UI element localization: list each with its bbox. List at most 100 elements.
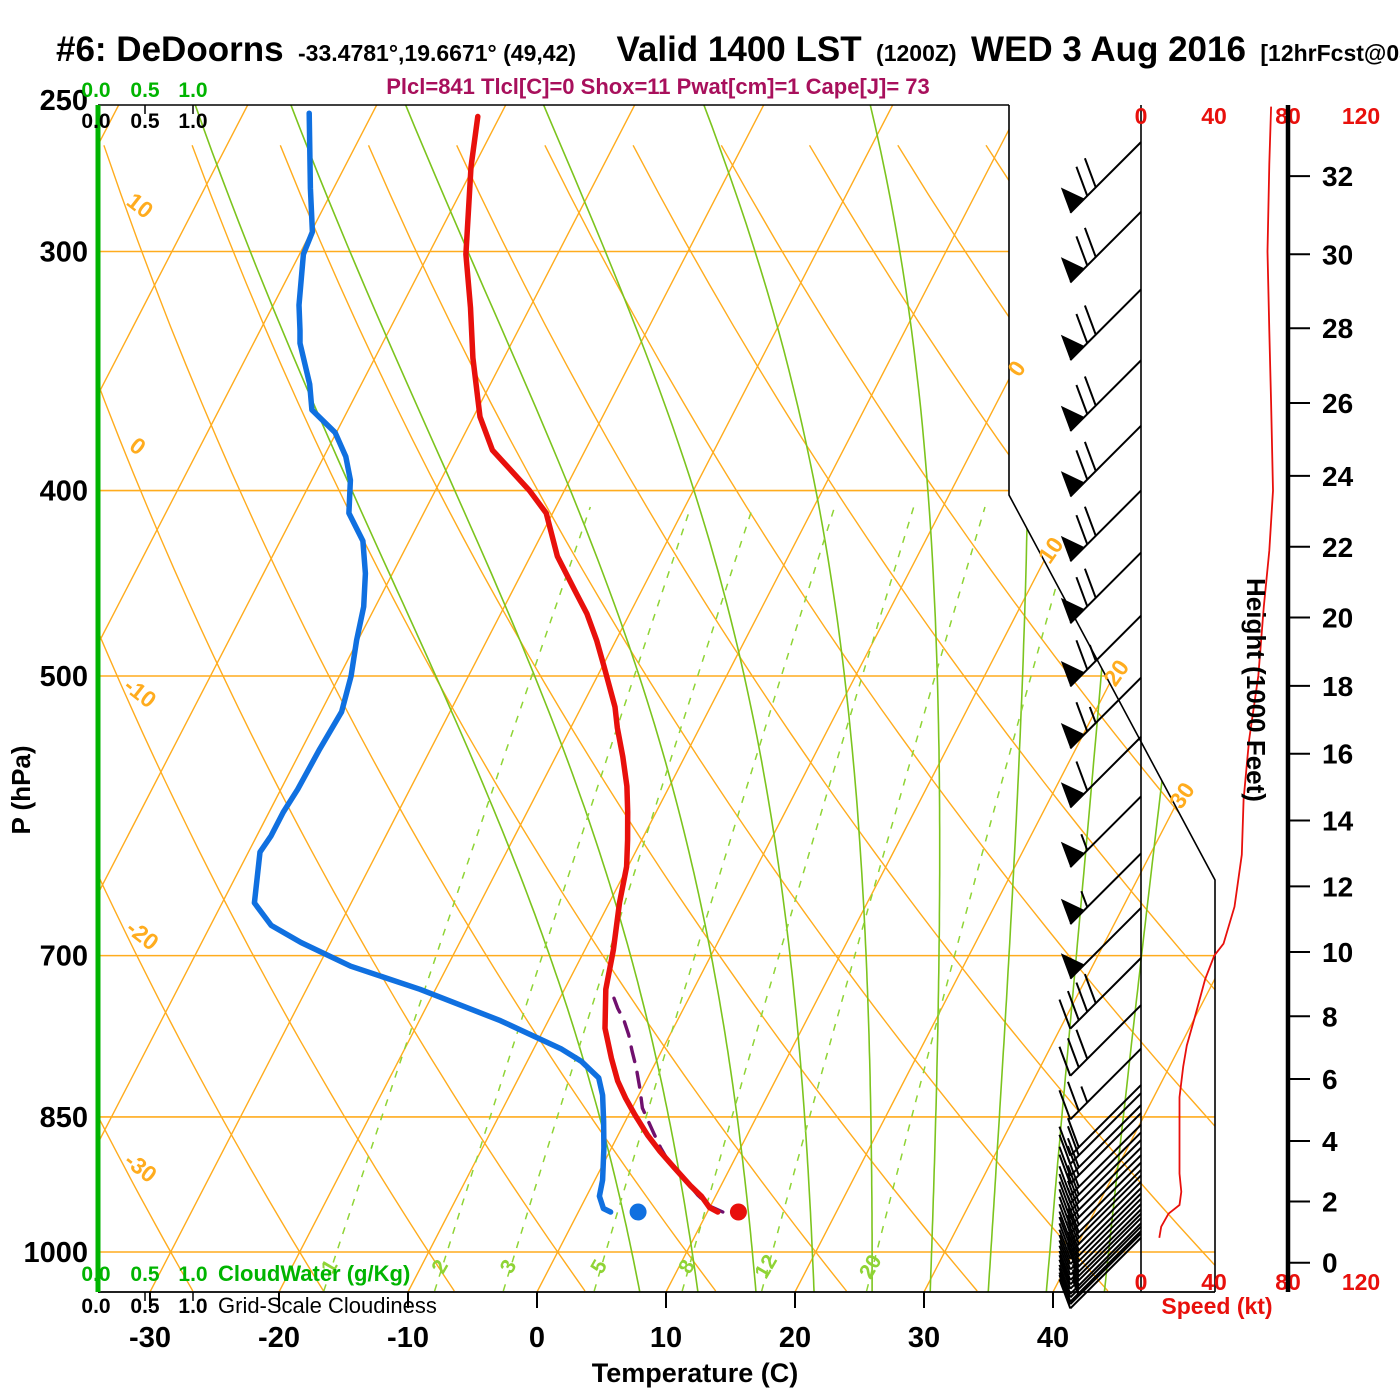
wind-barb-stem: [1069, 1232, 1142, 1305]
height-tick-label: 4: [1322, 1126, 1338, 1157]
wind-barb-full: [1058, 1267, 1072, 1298]
wind-barb-stem: [1069, 1104, 1142, 1177]
wind-barb-stem: [1069, 1192, 1142, 1265]
wind-barbs: [1058, 141, 1142, 1310]
wind-barb-stem: [1069, 1237, 1142, 1310]
isotherm-line: [98, 105, 249, 1292]
wind-barb: [1058, 1198, 1142, 1271]
plot-border: [95, 104, 1216, 1293]
height-tick-label: 10: [1322, 937, 1353, 968]
dry-adiabat-line: [98, 145, 194, 1292]
wind-barb-full: [1058, 1250, 1072, 1281]
isotherm-line: [98, 105, 507, 1292]
wind-barb-full: [1066, 1220, 1080, 1251]
height-tick-label: 18: [1322, 671, 1353, 702]
cloudiness-top-tick: 0.0: [81, 110, 110, 133]
temperature-tick-label: -10: [387, 1322, 429, 1354]
isotherm-label: 0: [1002, 356, 1031, 381]
moist-adiabat-line: [868, 105, 941, 1292]
wind-barb-full: [1066, 1187, 1080, 1218]
isotherm-line: [407, 105, 1023, 1292]
height-tick-label: 14: [1322, 806, 1354, 837]
wind-barb-full: [1058, 1154, 1072, 1185]
wind-barb-full: [1058, 1240, 1072, 1270]
wind-barb-stem: [1069, 1187, 1142, 1260]
height-axis-title: Height (1000 Feet): [1241, 578, 1271, 802]
pressure-tick-label: 250: [40, 85, 88, 117]
dry-adiabat-line: [98, 145, 455, 1292]
cloudiness-top-tick: 1.0: [178, 110, 207, 133]
wind-barb-half: [1071, 1279, 1080, 1297]
wind-barb-stem: [1069, 1004, 1142, 1077]
wind-barb-full: [1058, 1254, 1072, 1285]
wind-barb-full: [1058, 1278, 1072, 1309]
pressure-tick-label: 400: [40, 476, 88, 508]
dry-adiabat-line: [103, 145, 717, 1292]
wind-barb: [1058, 1004, 1142, 1077]
wind-barb-stem: [1069, 288, 1142, 361]
wind-barb-full: [1058, 1126, 1072, 1157]
isotherm-line: [278, 105, 894, 1292]
wind-barb-half: [1080, 890, 1089, 908]
dry-adiabat-label: 10: [122, 187, 158, 223]
wind-barb: [1058, 1217, 1142, 1290]
wind-barb-full: [1066, 1246, 1080, 1277]
wind-barb: [1058, 1084, 1142, 1157]
height-tick-label: 20: [1322, 602, 1353, 633]
wind-barb-full: [1066, 1165, 1080, 1196]
wind-barb-stem: [1069, 614, 1142, 688]
wind-barb-full: [1066, 990, 1080, 1021]
wind-barb-stem: [1069, 141, 1142, 214]
wind-barb-stem: [1069, 1139, 1142, 1212]
height-tick-label: 26: [1322, 388, 1353, 419]
wind-barb-stem: [1069, 1174, 1142, 1247]
isotherm-line: [794, 105, 1215, 1292]
wind-barb-pennant: [1060, 898, 1085, 925]
valid-zulu: (1200Z): [876, 40, 957, 66]
height-tick-label: 2: [1322, 1186, 1338, 1217]
speed-bottom-tick: 0: [1135, 1269, 1148, 1295]
wind-barb-pennant: [1060, 597, 1085, 624]
wind-barb-full: [1058, 999, 1072, 1030]
wind-barb-full: [1066, 1236, 1080, 1267]
skewt-grid: [98, 105, 1215, 1292]
temperature-tick-label: -20: [258, 1322, 300, 1354]
wind-barb-full: [1075, 313, 1089, 344]
temperature-tick-label: 10: [650, 1322, 682, 1354]
wind-barb-full: [1075, 514, 1089, 545]
wind-barb-full: [1066, 1081, 1080, 1112]
station-coords: -33.4781°,19.6671° (49,42): [298, 40, 577, 66]
cloudwater-bottom-tick: 0.0: [81, 1263, 110, 1286]
moist-adiabat-line: [402, 105, 757, 1292]
wind-barb: [1058, 1232, 1142, 1305]
isotherm-line: [1052, 105, 1215, 1292]
temperature-tick-label: 0: [529, 1322, 545, 1354]
isotherm-line: [665, 105, 1215, 1292]
wind-barb-full: [1083, 973, 1097, 1004]
wind-barb: [1060, 614, 1142, 688]
height-tick-label: 16: [1322, 739, 1353, 770]
cloudiness-bottom-tick: 0.0: [81, 1295, 110, 1318]
wind-barb-full: [1075, 639, 1089, 670]
mixing-ratio-line: [593, 506, 836, 1292]
moist-adiabat-line: [1045, 105, 1142, 1292]
wind-barb-full: [1066, 1137, 1080, 1168]
height-tick-label: 24: [1322, 461, 1354, 492]
wind-barb-half: [1088, 644, 1097, 662]
pressure-tick-label: 850: [40, 1102, 88, 1134]
dewpoint-curve: [251, 110, 614, 1215]
moist-adiabat-line: [288, 105, 699, 1292]
wind-barb-stem: [1069, 425, 1142, 498]
mixing-ratio-label: 20: [855, 1251, 887, 1283]
wind-barb-full: [1075, 236, 1089, 266]
wind-barb: [1060, 359, 1142, 432]
wind-barb-full: [1066, 1208, 1080, 1239]
wind-barb-full: [1075, 701, 1089, 732]
dry-adiabat-line: [544, 144, 1215, 1292]
wind-barb-stem: [1069, 1222, 1142, 1295]
wind-barb-full: [1058, 1259, 1072, 1290]
wind-barb-full: [1066, 1180, 1080, 1211]
wind-barb-full: [1058, 1264, 1072, 1295]
